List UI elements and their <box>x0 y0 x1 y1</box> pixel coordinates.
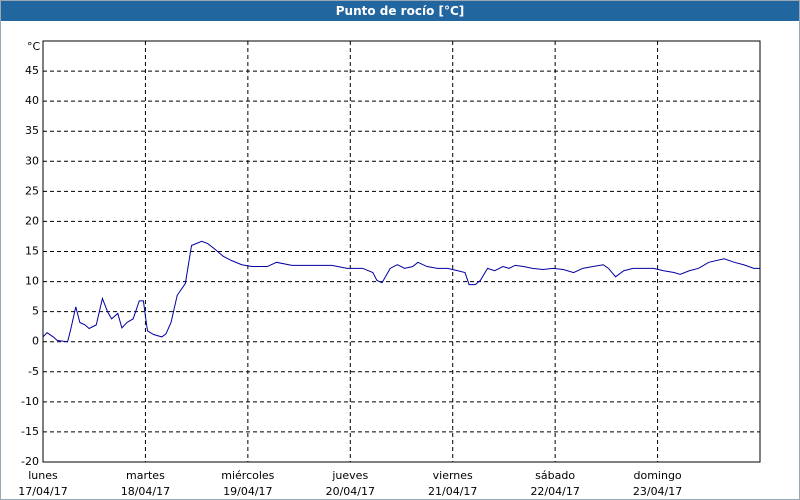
y-tick-label: 45 <box>25 64 39 77</box>
x-tick-date: 21/04/17 <box>428 485 477 498</box>
x-tick-date: 20/04/17 <box>326 485 375 498</box>
x-tick-date: 19/04/17 <box>223 485 272 498</box>
x-tick-date: 23/04/17 <box>633 485 682 498</box>
y-tick-label: -20 <box>21 455 39 468</box>
y-unit: °C <box>27 40 41 53</box>
y-tick-label: -5 <box>28 365 39 378</box>
x-tick-date: 22/04/17 <box>530 485 579 498</box>
chart: °C -20 -15 -10 -5 0 5 10 15 20 25 30 35 40 45 lunes 17/0… <box>18 40 761 498</box>
y-tick-label: 15 <box>25 245 39 258</box>
y-tick-label: 10 <box>25 275 39 288</box>
y-tick-label: -15 <box>21 425 39 438</box>
x-tick-label: miércoles <box>221 469 274 482</box>
title-bar: Punto de rocío [°C] <box>1 1 799 21</box>
y-tick-label: 20 <box>25 214 39 227</box>
y-tick-label: 40 <box>25 94 39 107</box>
y-tick-label: 5 <box>32 305 39 318</box>
x-tick-label: lunes <box>28 469 58 482</box>
y-tick-label: 30 <box>25 154 39 167</box>
x-tick-date: 18/04/17 <box>121 485 170 498</box>
y-tick-label: 0 <box>32 335 39 348</box>
x-tick-label: jueves <box>331 469 368 482</box>
y-tick-label: -10 <box>21 395 39 408</box>
x-tick-label: domingo <box>633 469 681 482</box>
y-tick-label: 35 <box>25 124 39 137</box>
x-tick-label: martes <box>126 469 165 482</box>
x-tick-label: viernes <box>433 469 473 482</box>
x-tick-date: 17/04/17 <box>18 485 67 498</box>
series-line <box>42 240 760 343</box>
y-tick-label: 25 <box>25 184 39 197</box>
x-tick-label: sábado <box>535 469 575 482</box>
